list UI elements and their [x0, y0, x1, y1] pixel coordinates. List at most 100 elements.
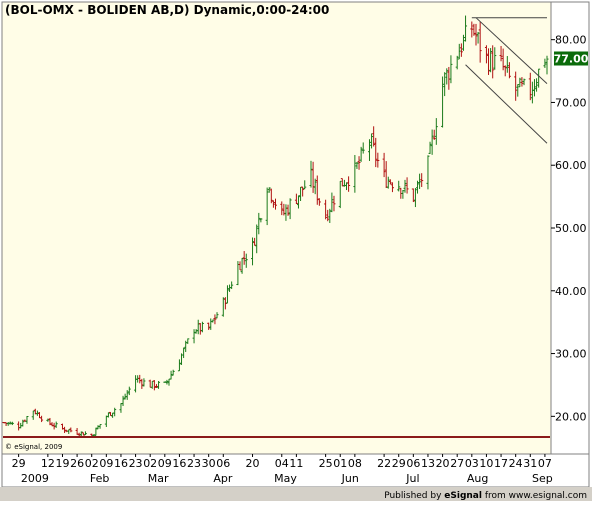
ohlc-bar — [401, 189, 405, 199]
ohlc-bar — [505, 56, 509, 73]
ohlc-bar — [535, 78, 539, 92]
ohlc-bar — [359, 146, 363, 162]
ohlc-bar — [434, 118, 438, 145]
ohlc-bar — [152, 380, 156, 391]
ohlc-bar — [347, 176, 351, 192]
ohlc-bar — [472, 23, 476, 36]
ohlc-bar — [67, 429, 71, 434]
ohlc-bar — [309, 160, 313, 188]
ohlc-bar — [171, 369, 175, 376]
ohlc-bar — [388, 179, 392, 185]
x-day-label: 24 — [509, 457, 523, 470]
ohlc-bar — [269, 188, 273, 204]
x-day-label: 23 — [187, 457, 201, 470]
ohlc-bar — [443, 72, 447, 97]
ohlc-bar — [221, 297, 225, 317]
ohlc-bar — [382, 152, 386, 178]
ohlc-bar — [374, 137, 378, 168]
ohlc-bar — [455, 55, 459, 70]
x-day-label: 02 — [85, 457, 99, 470]
ohlc-bar — [426, 155, 430, 190]
ohlc-bar — [357, 156, 361, 170]
ohlc-bar — [75, 427, 79, 435]
footer-provider: eSignal — [444, 491, 482, 501]
x-day-label: 06 — [216, 457, 230, 470]
ohlc-bar — [169, 370, 173, 380]
ohlc-bar — [330, 192, 334, 213]
ohlc-bar — [186, 338, 190, 344]
x-day-label: 27 — [450, 457, 464, 470]
ohlc-bar — [211, 319, 215, 323]
ohlc-bar — [10, 421, 14, 426]
ohlc-bar — [376, 152, 380, 168]
ohlc-bar — [25, 415, 29, 424]
ohlc-bar — [537, 68, 541, 88]
trend-annotations — [465, 17, 548, 144]
ohlc-bar — [487, 48, 491, 75]
ohlc-bar — [240, 257, 244, 274]
ohlc-bar — [255, 224, 259, 254]
x-day-label: 10 — [479, 457, 493, 470]
ohlc-bar — [428, 141, 432, 154]
ohlc-bar — [520, 77, 524, 87]
ohlc-bar — [413, 188, 417, 208]
x-day-label: 16 — [114, 457, 128, 470]
x-month-label: Jul — [405, 472, 419, 485]
ohlc-bar — [40, 415, 44, 423]
ohlc-bar — [94, 427, 98, 436]
ohlc-bar — [493, 47, 497, 70]
ohlc-bar — [367, 139, 371, 161]
y-tick-label: 40.00 — [555, 285, 587, 298]
ohlc-bar — [46, 418, 50, 422]
y-tick-label: 50.00 — [555, 222, 587, 235]
x-day-label: 25 — [319, 457, 333, 470]
ohlc-bar — [6, 422, 10, 426]
ohlc-bar — [484, 45, 488, 64]
ohlc-bar — [79, 431, 83, 437]
date-axis-area — [1, 453, 590, 488]
ohlc-bar — [474, 23, 478, 46]
ohlc-bar — [69, 427, 73, 433]
x-day-label: 20 — [246, 457, 260, 470]
x-day-label: 01 — [333, 457, 347, 470]
ohlc-bar — [317, 198, 321, 206]
ohlc-bar — [461, 34, 465, 51]
ohlc-bar — [476, 31, 480, 44]
ohlc-bar — [355, 161, 359, 169]
ohlc-bar — [259, 218, 263, 223]
ohlc-bar — [267, 187, 271, 193]
ohlc-bar — [361, 142, 365, 154]
ohlc-bar — [31, 410, 35, 420]
ohlc-bar — [328, 208, 332, 223]
ohlc-bar — [516, 84, 520, 97]
ohlc-bar — [265, 187, 269, 226]
ohlc-bar — [514, 71, 518, 101]
x-day-label: 07 — [538, 457, 552, 470]
date-axis: 29 12 19 26 02 09 16 23 02 09 16 23 30 06 20 04 11 25 01 08… — [12, 454, 553, 485]
ohlc-bar — [332, 195, 336, 212]
ohlc-bar — [127, 386, 131, 396]
ohlc-bar — [518, 77, 522, 88]
ohlc-bar — [457, 43, 461, 60]
ohlc-bar — [430, 129, 434, 155]
x-day-label: 08 — [348, 457, 362, 470]
last-price-marker: 77.00 — [554, 51, 589, 66]
ohlc-bar — [491, 45, 495, 79]
x-day-label: 20 — [436, 457, 450, 470]
ohlc-bar — [386, 176, 390, 189]
x-month-label: Mar — [148, 472, 169, 485]
footer-prefix: Published by — [384, 491, 444, 501]
x-month-label: 2009 — [21, 472, 49, 485]
y-tick-label: 20.00 — [555, 410, 587, 423]
ohlc-bar — [478, 22, 482, 63]
y-tick-label: 60.00 — [555, 159, 587, 172]
x-month-label: Sep — [532, 472, 553, 485]
ohlc-bar — [315, 175, 319, 205]
copyright-text: © eSignal, 2009 — [5, 443, 62, 451]
x-day-label: 19 — [55, 457, 69, 470]
ohlc-bar — [441, 76, 445, 128]
price-axis-area — [550, 1, 590, 455]
ohlc-bar — [432, 129, 436, 140]
ohlc-bar — [238, 261, 242, 271]
